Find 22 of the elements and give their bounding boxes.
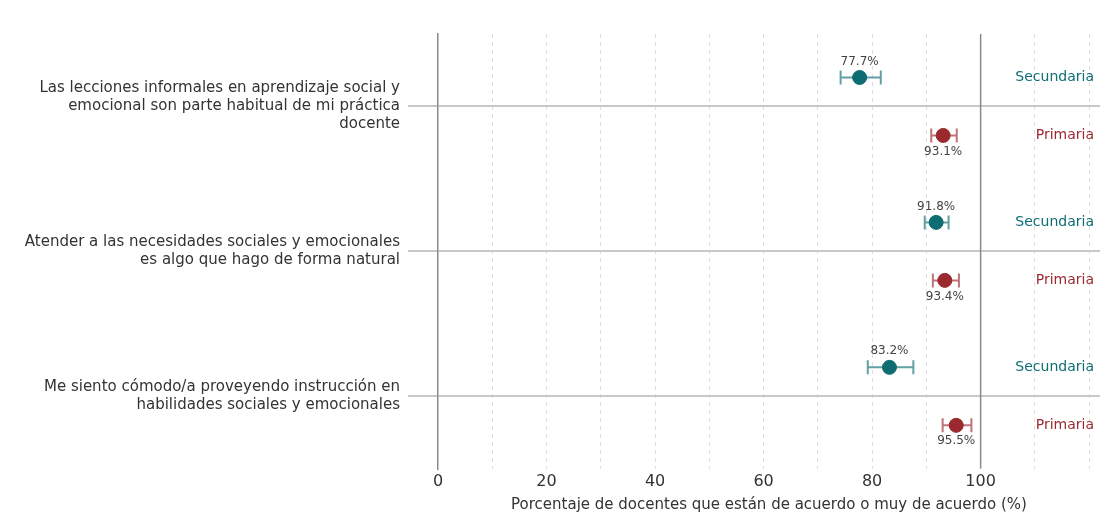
x-tick-label: 20 [536,470,557,490]
data-label: 91.8% [917,198,956,213]
data-label: 93.1% [924,143,963,158]
text: Secundaria [1015,357,1094,374]
x-tick-label: 60 [753,470,774,490]
data-label: 77.7% [840,53,879,68]
x-tick-label: 100 [965,470,996,490]
data-label: 83.2% [870,343,909,358]
y-tick-label: Las lecciones informales en aprendizaje social y emocional son parte habitual de mi práctica docente [39,78,401,133]
text: Primaria [1035,126,1094,143]
y-tick-label: Atender a las necesidades sociales y emocionales es algo que hago de forma natural [24,232,401,269]
x-tick-label: 80 [861,470,883,490]
text: Primaria [1035,415,1094,432]
data-label: 93.4% [925,288,964,303]
text: Secundaria [1015,213,1094,230]
x-tick-label: 0 [432,470,444,490]
data-label: 95.5% [937,433,976,448]
text: Primaria [1035,271,1094,288]
x-axis-title: Porcentaje de docentes que están de acuerdo o muy de acuerdo (%) [511,494,1027,513]
text: Secundaria [1015,68,1094,85]
y-tick-label: Me siento cómodo/a proveyendo instrucción en habilidades sociales y emocionales [43,377,401,414]
x-tick-label: 40 [644,470,666,490]
